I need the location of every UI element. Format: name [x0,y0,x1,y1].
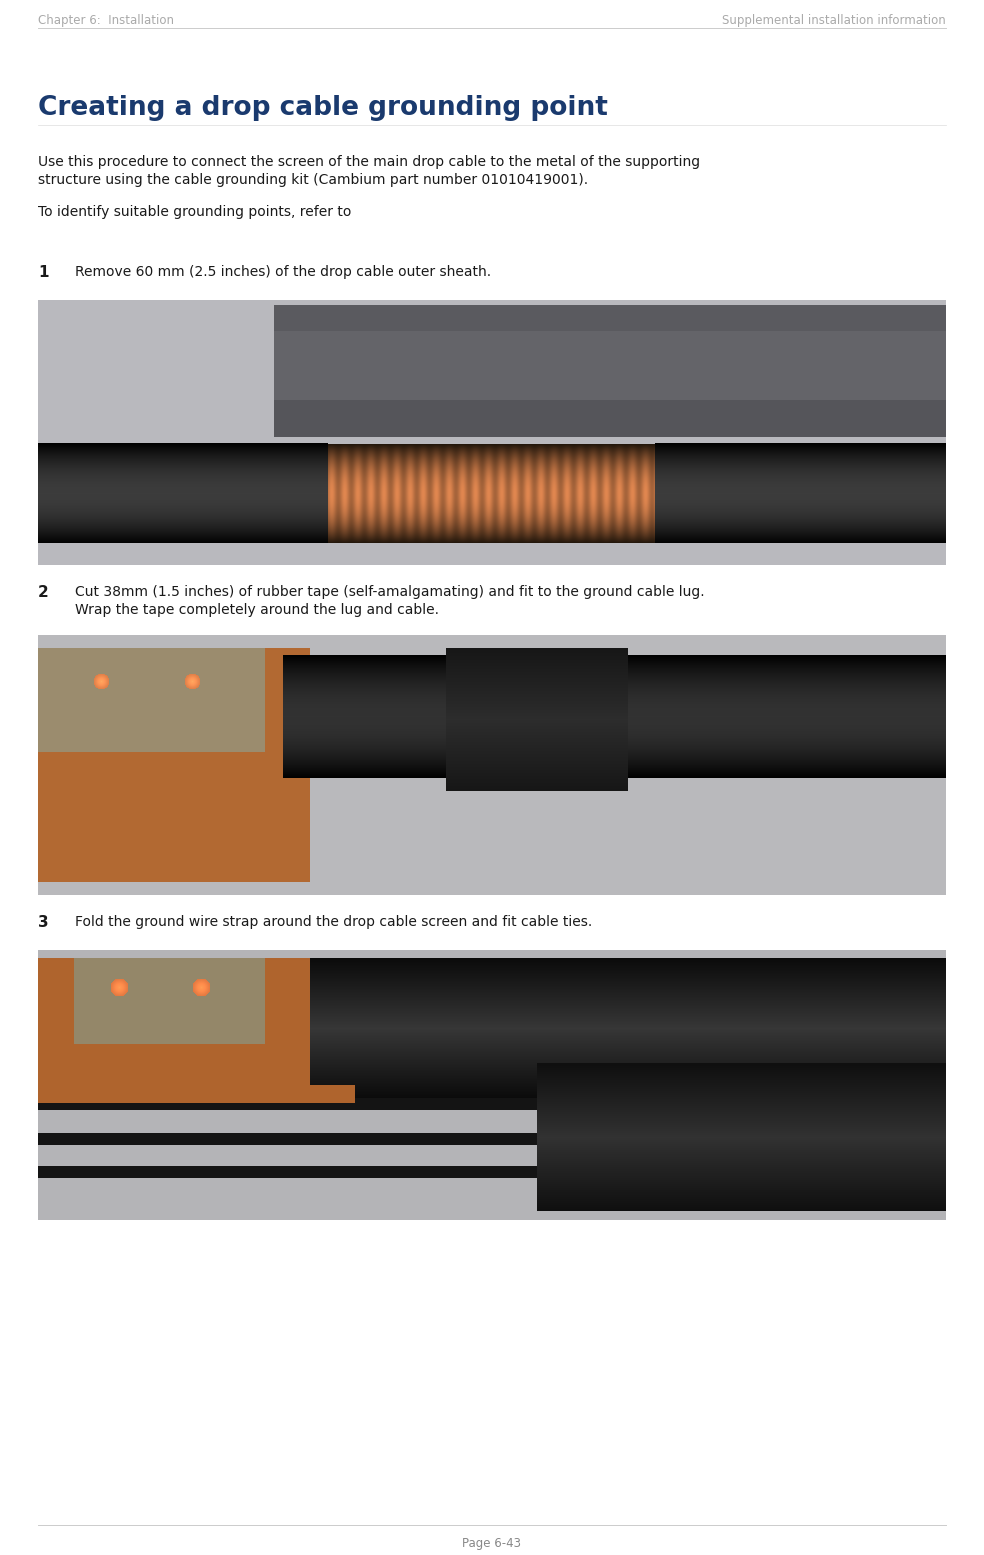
Text: Page 6-43: Page 6-43 [462,1536,522,1550]
Text: 1: 1 [38,264,48,280]
Text: Cut 38mm (1.5 inches) of rubber tape (self-amalgamating) and fit to the ground c: Cut 38mm (1.5 inches) of rubber tape (se… [75,585,705,599]
Text: Wrap the tape completely around the lug and cable.: Wrap the tape completely around the lug … [75,603,439,617]
Text: Creating a drop cable grounding point: Creating a drop cable grounding point [38,95,608,121]
Text: Supplemental installation information: Supplemental installation information [722,14,946,26]
Text: 3: 3 [38,914,48,930]
Text: Chapter 6:  Installation: Chapter 6: Installation [38,14,174,26]
Text: Use this procedure to connect the screen of the main drop cable to the metal of : Use this procedure to connect the screen… [38,156,701,169]
Text: structure using the cable grounding kit (Cambium part number 01010419001).: structure using the cable grounding kit … [38,173,588,187]
Text: To identify suitable grounding points, refer to: To identify suitable grounding points, r… [38,205,356,219]
Text: Fold the ground wire strap around the drop cable screen and fit cable ties.: Fold the ground wire strap around the dr… [75,914,592,928]
Text: 2: 2 [38,585,49,600]
Text: Remove 60 mm (2.5 inches) of the drop cable outer sheath.: Remove 60 mm (2.5 inches) of the drop ca… [75,264,491,278]
